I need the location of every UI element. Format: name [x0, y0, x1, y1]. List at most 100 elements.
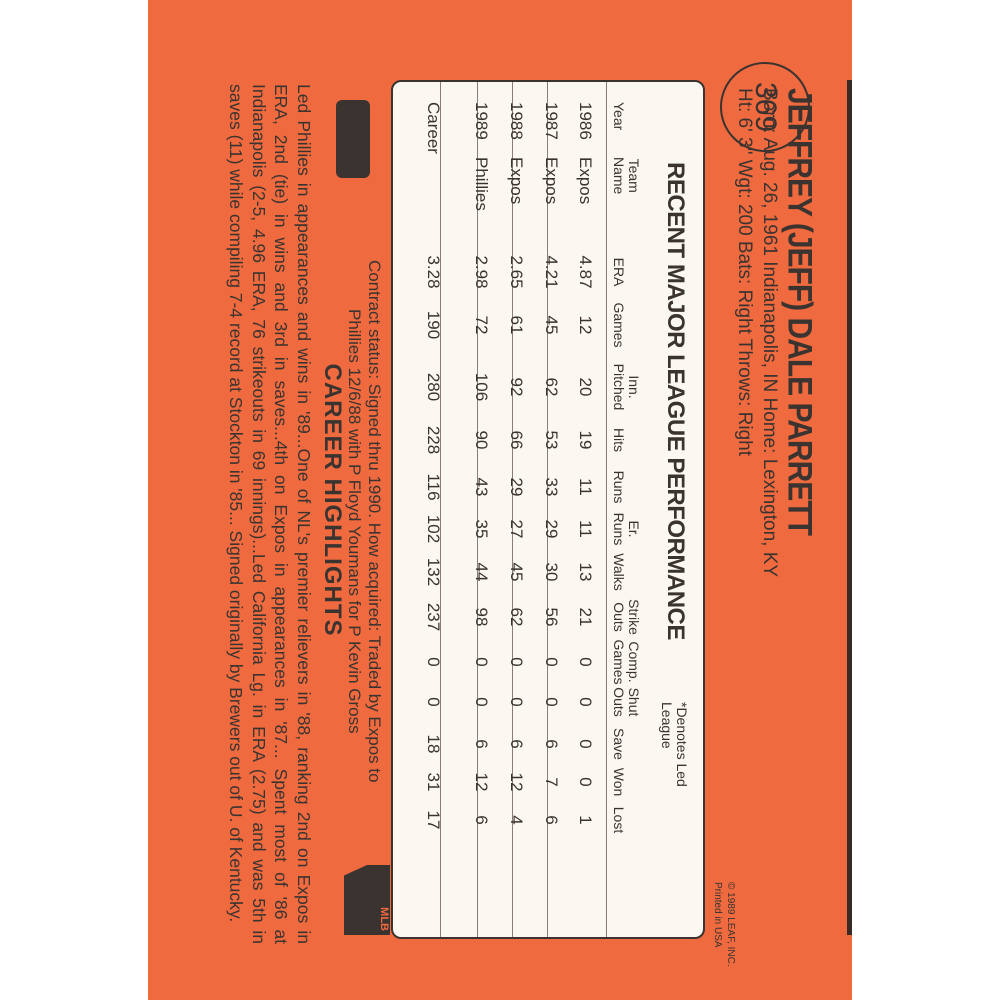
row-divider: [440, 82, 441, 937]
table-cell: 7: [542, 777, 561, 787]
table-cell: 1989: [472, 102, 491, 140]
row-divider: [606, 82, 607, 937]
table-cell: 3.28: [424, 255, 443, 289]
table-cell: 0: [576, 657, 595, 667]
header-text: Hits: [611, 427, 627, 453]
table-cell: 45: [507, 562, 526, 582]
table-cell: 17: [424, 810, 443, 830]
column-header: Er. Runs: [611, 512, 642, 546]
table-title: RECENT MAJOR LEAGUE PERFORMANCE: [662, 162, 689, 640]
mlb-players-logo-icon: MLB: [344, 865, 390, 935]
header-text: Games: [611, 302, 627, 348]
column-header: Inn. Pitched: [611, 363, 642, 411]
led-league-note: *Denotes Led League: [659, 702, 690, 787]
table-cell: 280: [424, 372, 443, 402]
table-cell: 0: [424, 657, 443, 667]
header-text: [626, 471, 641, 504]
table-cell: 116: [424, 473, 443, 501]
table-cell: 11: [576, 520, 595, 538]
table-cell: 11: [576, 478, 595, 496]
player-name: JEFFREY (JEFF) DALE PARRETT: [780, 88, 819, 535]
table-cell: 21: [576, 607, 595, 627]
header-text: [626, 728, 641, 760]
table-cell: 4.87: [576, 255, 595, 289]
table-cell: 33: [542, 477, 561, 497]
table-cell: 0: [472, 697, 491, 707]
contract-line: Phillies 12/6/88 with P Floyd Youmans fo…: [345, 308, 364, 734]
column-header: Team Name: [611, 157, 642, 195]
header-text: [626, 807, 641, 833]
table-cell: 12: [507, 772, 526, 792]
table-cell: 190: [424, 310, 443, 340]
table-cell: 0: [472, 657, 491, 667]
header-text: Runs: [611, 512, 627, 546]
table-cell: 44: [472, 562, 491, 582]
table-cell: 0: [576, 739, 595, 749]
highlights-text: Led Phillies in appearances and wins in …: [226, 84, 315, 944]
born-line: Born: Aug. 26, 1961 Indianapolis, IN Hom…: [759, 88, 780, 578]
table-cell: Career: [424, 102, 443, 154]
table-cell: 4: [507, 815, 526, 825]
table-cell: 0: [576, 777, 595, 787]
header-text: [626, 553, 641, 591]
table-cell: 72: [472, 315, 491, 335]
table-cell: 6: [472, 739, 491, 749]
table-cell: 19: [576, 430, 595, 450]
header-text: Pitched: [611, 363, 627, 411]
header-text: Lost: [611, 806, 627, 834]
contract-line: Contract status: Signed thru 1990. How a…: [365, 260, 384, 783]
table-cell: 27: [507, 519, 526, 539]
header-text: Runs: [611, 470, 627, 504]
table-cell: 132: [424, 557, 443, 587]
table-cell: 61: [507, 315, 526, 335]
table-cell: 0: [507, 697, 526, 707]
table-cell: 98: [472, 607, 491, 627]
table-cell: 12: [576, 315, 595, 335]
table-cell: 1988: [507, 102, 526, 140]
table-cell: 31: [424, 772, 443, 792]
table-cell: 102: [424, 514, 443, 544]
header-text: Games: [611, 639, 627, 685]
stats-table: RECENT MAJOR LEAGUE PERFORMANCE *Denotes…: [391, 80, 705, 939]
card-edge: [847, 80, 852, 935]
column-header: Runs: [611, 471, 641, 504]
table-cell: 4.21: [542, 255, 561, 289]
header-text: [626, 258, 641, 287]
table-cell: 0: [542, 697, 561, 707]
column-header: Games: [611, 302, 641, 347]
table-cell: 1986: [576, 102, 595, 140]
table-cell: 228: [424, 425, 443, 455]
baseball-card-back: 369 JEFFREY (JEFF) DALE PARRETT Born: Au…: [148, 0, 852, 1000]
column-header: Comp. Games: [611, 639, 642, 685]
table-cell: Expos: [576, 157, 595, 205]
table-cell: 43: [472, 477, 491, 497]
column-header: Save: [611, 728, 641, 760]
row-divider: [547, 82, 548, 937]
table-cell: 2.98: [472, 255, 491, 289]
table-cell: Phillies: [472, 157, 491, 211]
header-text: Won: [611, 767, 627, 797]
header-text: Name: [611, 157, 627, 195]
column-header: Lost: [611, 807, 641, 833]
table-cell: 6: [542, 815, 561, 825]
header-text: Strike: [626, 599, 642, 635]
table-cell: 29: [542, 519, 561, 539]
header-text: Save: [611, 728, 627, 760]
table-cell: 20: [576, 377, 595, 397]
card-content: 369 JEFFREY (JEFF) DALE PARRETT Born: Au…: [148, 0, 852, 1000]
table-cell: Expos: [507, 157, 526, 205]
copyright: © 1989 LEAF, INC.: [725, 882, 736, 967]
table-cell: 1987: [542, 102, 561, 140]
table-cell: Expos: [542, 157, 561, 205]
table-cell: 6: [542, 739, 561, 749]
row-divider: [512, 82, 513, 937]
table-cell: 2.65: [507, 255, 526, 289]
header-text: Er.: [626, 520, 642, 538]
table-cell: 35: [472, 519, 491, 539]
table-cell: 6: [507, 739, 526, 749]
column-header: Walks: [611, 553, 641, 591]
table-cell: 18: [424, 734, 443, 754]
table-cell: 62: [507, 607, 526, 627]
column-header: Hits: [611, 428, 641, 452]
table-cell: 6: [472, 815, 491, 825]
